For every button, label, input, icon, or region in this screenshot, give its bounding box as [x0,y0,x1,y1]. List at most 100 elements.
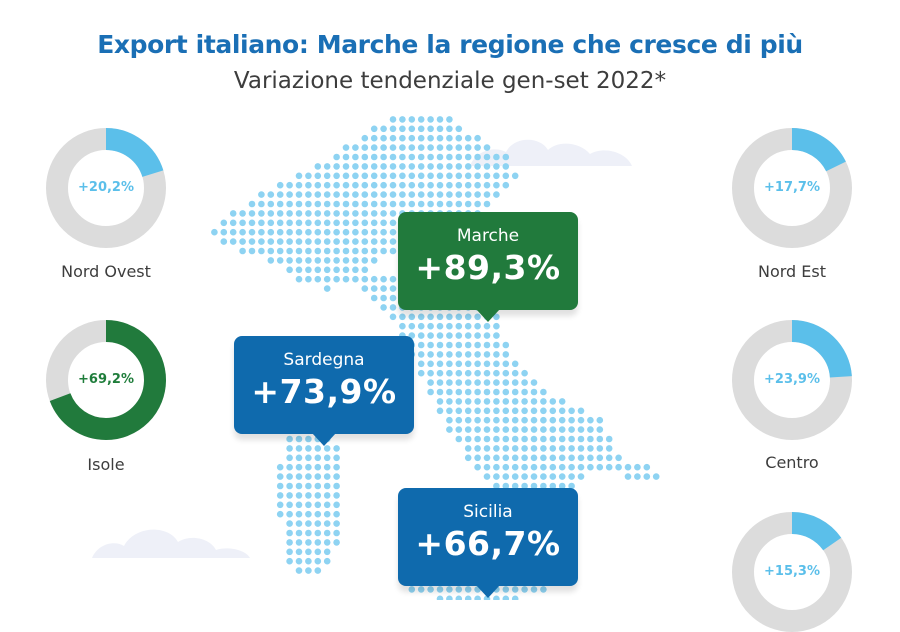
map-dot [483,332,491,339]
map-dot [455,153,463,161]
map-dot [295,529,303,537]
map-dot [370,285,378,292]
map-dot [502,172,510,180]
map-dot [493,360,500,368]
map-dot [352,275,359,283]
map-dot [493,398,500,405]
map-dot [446,191,453,198]
map-dot [568,407,575,415]
map-dot [342,181,350,189]
map-dot [436,181,444,189]
map-dot [511,445,519,452]
map-dot [427,360,434,368]
map-dot [399,144,406,151]
donut-value-nord-ovest: +20,2% [78,180,134,195]
map-dot [286,482,293,490]
map-dot [511,426,519,433]
callout-sicilia-name: Sicilia [463,502,513,522]
map-dot [568,426,575,433]
map-dot [558,398,566,405]
map-dot [446,586,453,593]
map-dot [464,407,472,415]
map-dot [417,172,425,180]
map-dot [446,398,453,405]
map-dot [314,510,322,518]
donut-label-centro: Centro [765,453,819,472]
map-dot [239,228,246,236]
donut-sud: +15,3% [732,512,852,632]
map-dot [558,445,566,452]
map-dot [352,172,359,180]
map-dot [549,416,557,424]
map-dot [502,388,510,396]
map-dot [267,238,275,245]
map-dot [530,416,538,424]
map-dot [314,275,322,283]
map-dot [502,379,510,386]
map-dot [389,116,397,123]
map-dot [323,463,331,471]
map-dot [399,134,406,142]
map-dot [399,322,406,330]
map-dot [530,407,538,415]
donut-arc-centro [732,320,852,440]
map-dot [446,116,453,123]
map-dot [464,416,472,424]
map-dot [511,369,519,377]
map-dot [323,238,331,245]
map-dot [483,144,491,151]
map-dot [427,181,434,189]
map-dot [333,529,340,537]
map-dot [474,200,481,208]
map-dot [587,463,594,471]
map-dot [502,482,510,490]
map-dot [276,473,284,480]
map-dot [446,416,453,424]
map-dot [502,398,510,405]
map-dot [342,144,350,151]
map-dot [389,285,397,292]
map-dot [323,510,331,518]
map-dot [540,416,547,424]
map-dot [380,247,387,255]
map-dot [361,247,369,255]
map-dot [389,172,397,180]
map-dot [361,144,369,151]
map-dot [474,351,481,358]
map-dot [464,454,472,462]
map-dot [295,172,303,180]
map-dot [436,369,444,377]
map-dot [305,219,312,227]
map-dot [323,445,331,452]
map-dot [314,482,322,490]
map-dot [239,219,246,227]
map-dot [276,510,284,518]
map-dot [333,200,340,208]
map-dot [577,407,585,415]
donut-arc-nord-est [732,128,852,248]
map-dot [521,416,528,424]
donut-nord-ovest: +20,2% [46,128,166,248]
map-dot [305,539,312,546]
map-dot [380,191,387,198]
map-dot [502,595,510,600]
map-dot [342,191,350,198]
map-dot [455,172,463,180]
map-dot [417,191,425,198]
map-dot [286,548,293,556]
map-dot [464,163,472,170]
map-dot [305,275,312,283]
map-dot [380,294,387,302]
map-dot [295,275,303,283]
map-dot [408,586,416,593]
map-dot [558,435,566,443]
map-dot [408,200,416,208]
map-dot [389,125,397,133]
map-dot [323,181,331,189]
map-dot [314,501,322,509]
map-dot [276,210,284,217]
map-dot [549,473,557,480]
map-dot [455,181,463,189]
map-dot [464,351,472,358]
map-dot [314,473,322,480]
